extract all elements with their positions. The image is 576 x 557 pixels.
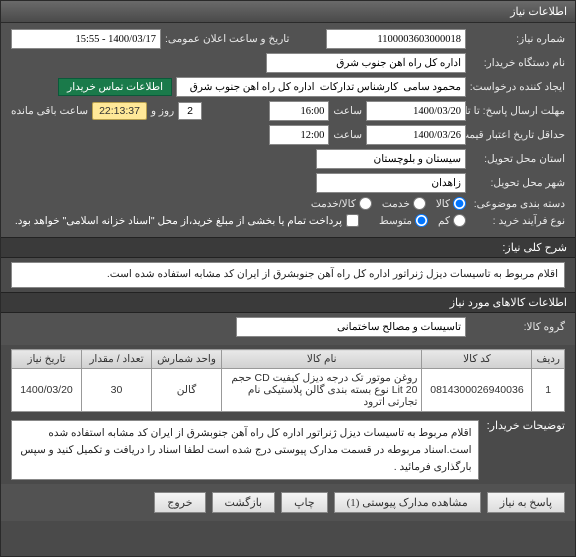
buy-mid-option[interactable]: متوسط <box>379 214 428 227</box>
topic-service-radio[interactable] <box>413 197 426 210</box>
validity-time-label: ساعت <box>333 129 362 141</box>
title-bar: اطلاعات نیاز <box>1 1 575 23</box>
countdown-timer: 22:13:37 <box>92 102 147 120</box>
contact-button[interactable]: اطلاعات تماس خریدار <box>58 78 172 96</box>
buytype-radio-group: کم متوسط <box>379 214 466 227</box>
cell-code: 0814300026940036 <box>422 369 532 412</box>
buyer-label: نام دستگاه خریدار: <box>470 57 565 69</box>
topic-contractor-radio[interactable] <box>359 197 372 210</box>
partial-pay-label: پرداخت تمام یا بخشی از مبلغ خرید،از محل … <box>15 215 342 227</box>
print-button[interactable]: چاپ <box>281 492 328 513</box>
buyer-desc-box: اقلام مربوط به تاسیسات دیزل ژنراتور ادار… <box>11 420 479 480</box>
col-code: کد کالا <box>422 350 532 369</box>
items-table-wrap: ردیف کد کالا نام کالا واحد شمارش تعداد /… <box>11 349 565 412</box>
buyer-input[interactable] <box>266 53 466 73</box>
items-table: ردیف کد کالا نام کالا واحد شمارش تعداد /… <box>11 349 565 412</box>
creator-label: ایجاد کننده درخواست: <box>470 81 565 93</box>
section-items: اطلاعات کالاهای مورد نیاز <box>1 292 575 313</box>
send-deadline-label: مهلت ارسال پاسخ: تا تاریخ: <box>470 105 565 118</box>
buy-mid-radio[interactable] <box>415 214 428 227</box>
province-input[interactable] <box>316 149 466 169</box>
cell-qty: 30 <box>82 369 152 412</box>
days-label: روز و <box>151 105 174 117</box>
creator-input[interactable] <box>176 77 466 97</box>
validity-time-input[interactable] <box>269 125 329 145</box>
days-value: 2 <box>178 102 202 120</box>
topic-service-option[interactable]: خدمت <box>382 197 426 210</box>
topic-goods-option[interactable]: کالا <box>436 197 466 210</box>
city-input[interactable] <box>316 173 466 193</box>
footer-buttons: پاسخ به نیاز مشاهده مدارک پیوستی (1) چاپ… <box>1 484 575 521</box>
req-number-label: شماره نیاز: <box>470 33 565 45</box>
announce-label: تاریخ و ساعت اعلان عمومی: <box>165 33 289 45</box>
timer-label: ساعت باقی مانده <box>11 105 88 117</box>
topic-contractor-label: کالا/خدمت <box>311 198 356 210</box>
buytype-label: نوع فرآیند خرید : <box>470 215 565 227</box>
buy-low-option[interactable]: کم <box>438 214 466 227</box>
topic-goods-radio[interactable] <box>453 197 466 210</box>
topic-contractor-option[interactable]: کالا/خدمت <box>311 197 372 210</box>
partial-pay-row: پرداخت تمام یا بخشی از مبلغ خرید،از محل … <box>15 214 359 227</box>
topic-goods-label: کالا <box>436 198 450 210</box>
send-time-input[interactable] <box>269 101 329 121</box>
cell-date: 1400/03/20 <box>12 369 82 412</box>
group-input[interactable] <box>236 317 466 337</box>
city-label: شهر محل تحویل: <box>470 177 565 189</box>
window: اطلاعات نیاز شماره نیاز: تاریخ و ساعت اع… <box>0 0 576 557</box>
topic-label: دسته بندی موضوعی: <box>470 198 565 210</box>
province-label: استان محل تحویل: <box>470 153 565 165</box>
cell-name: روغن موتور تک درجه دیزل کیفیت CD حجم 20 … <box>222 369 422 412</box>
topic-service-label: خدمت <box>382 198 410 210</box>
announce-input[interactable] <box>11 29 161 49</box>
col-date: تاریخ نیاز <box>12 350 82 369</box>
cell-idx: 1 <box>532 369 565 412</box>
attachments-button[interactable]: مشاهده مدارک پیوستی (1) <box>334 492 481 513</box>
col-idx: ردیف <box>532 350 565 369</box>
buy-mid-label: متوسط <box>379 215 412 227</box>
col-name: نام کالا <box>222 350 422 369</box>
req-number-input[interactable] <box>326 29 466 49</box>
table-row[interactable]: 1 0814300026940036 روغن موتور تک درجه دی… <box>12 369 565 412</box>
topic-radio-group: کالا خدمت کالا/خدمت <box>311 197 466 210</box>
validity-label: حداقل تاریخ اعتبار قیمت: تا تاریخ: <box>470 129 565 142</box>
buy-low-radio[interactable] <box>453 214 466 227</box>
col-unit: واحد شمارش <box>152 350 222 369</box>
exit-button[interactable]: خروج <box>154 492 205 513</box>
partial-pay-checkbox[interactable] <box>346 214 359 227</box>
send-date-input[interactable] <box>366 101 466 121</box>
group-label: گروه کالا: <box>470 321 565 333</box>
form-area: شماره نیاز: تاریخ و ساعت اعلان عمومی: نا… <box>1 23 575 237</box>
reply-button[interactable]: پاسخ به نیاز <box>487 492 565 513</box>
cell-unit: گالن <box>152 369 222 412</box>
col-qty: تعداد / مقدار <box>82 350 152 369</box>
buy-low-label: کم <box>438 215 450 227</box>
buyer-desc-label: توضیحات خریدار: <box>479 416 575 435</box>
section-general-desc: شرح کلی نیاز: <box>1 237 575 258</box>
window-title: اطلاعات نیاز <box>510 6 567 18</box>
validity-date-input[interactable] <box>366 125 466 145</box>
send-time-label: ساعت <box>333 105 362 117</box>
general-desc-box: اقلام مربوط به تاسیسات دیزل ژنراتور ادار… <box>11 262 565 288</box>
back-button[interactable]: بازگشت <box>212 492 276 513</box>
